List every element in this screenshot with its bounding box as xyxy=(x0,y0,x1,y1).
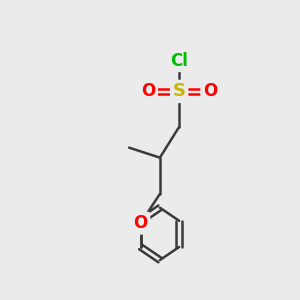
Text: S: S xyxy=(173,82,186,100)
Text: O: O xyxy=(141,82,155,100)
Text: O: O xyxy=(134,214,148,232)
Text: Cl: Cl xyxy=(170,52,188,70)
Text: O: O xyxy=(203,82,217,100)
